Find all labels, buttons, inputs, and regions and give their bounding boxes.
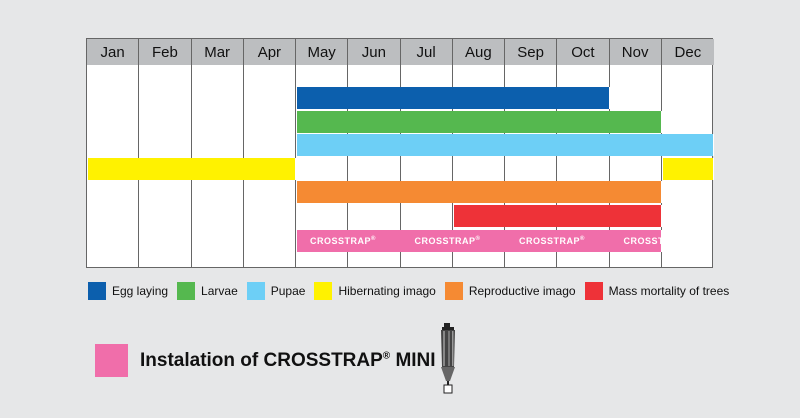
crosstrap-reg-mark: ® xyxy=(371,236,376,242)
crosstrap-label: CROSSTRAP® xyxy=(519,236,585,246)
installation-reg-mark: ® xyxy=(382,350,391,362)
legend-label: Pupae xyxy=(270,284,306,298)
installation-note: Instalation of CROSSTRAP® MINI xyxy=(95,344,436,377)
crosstrap-label: CROSSTRAP® xyxy=(415,236,481,246)
month-header-jul: Jul xyxy=(400,39,453,65)
crosstrap-label: CROSSTRAP® xyxy=(624,236,690,246)
legend-item: Reproductive imago xyxy=(444,282,576,300)
crosstrap-brand: CROSSTRAP xyxy=(623,236,685,246)
month-header-oct: Oct xyxy=(557,39,610,65)
installation-label: Instalation of CROSSTRAP® MINI xyxy=(140,350,436,372)
crosstrap-reg-mark: ® xyxy=(475,236,481,242)
month-header-sep: Sep xyxy=(505,39,558,65)
crosstrap-brand: CROSSTRAP xyxy=(519,236,581,246)
month-header-may: May xyxy=(296,39,349,65)
legend: Egg laying Larvae Pupae Hibernating imago Re… xyxy=(88,282,738,300)
month-header-dec: Dec xyxy=(661,39,714,65)
legend-swatch xyxy=(444,282,463,300)
legend-swatch xyxy=(88,282,106,300)
legend-item: Hibernating imago xyxy=(314,282,436,300)
legend-item: Pupae xyxy=(246,282,306,300)
legend-label: Reproductive imago xyxy=(468,284,576,298)
legend-item: Larvae xyxy=(177,282,238,300)
month-column xyxy=(348,65,401,267)
month-column xyxy=(505,65,558,267)
installation-prefix: Instalation of CROSSTRAP xyxy=(140,349,383,371)
bar-crosstrap xyxy=(296,230,662,252)
month-header-feb: Feb xyxy=(139,39,192,65)
legend-swatch xyxy=(246,282,265,300)
phenology-chart: Jan Feb Mar Apr May Jun Jul Aug Sep Oct Nov Dec CROS… xyxy=(86,38,714,268)
bar-egg xyxy=(296,87,610,109)
legend-label: Larvae xyxy=(201,284,238,298)
installation-suffix: MINI xyxy=(390,349,436,371)
legend-label: Mass mortality of trees xyxy=(608,284,730,298)
month-header-jun: Jun xyxy=(348,39,401,65)
month-header-nov: Nov xyxy=(609,39,662,65)
month-column xyxy=(610,65,662,267)
bar-hibernating xyxy=(661,157,714,180)
legend-item: Egg laying xyxy=(88,282,168,300)
legend-swatch xyxy=(177,282,196,300)
crosstrap-brand: CROSSTRAP xyxy=(310,236,372,246)
bar-larvae xyxy=(296,110,662,133)
bar-hibernating xyxy=(87,157,296,180)
month-column xyxy=(296,65,349,267)
installation-swatch xyxy=(95,344,128,377)
bar-pupae xyxy=(296,134,714,156)
month-header-aug: Aug xyxy=(452,39,505,65)
legend-swatch xyxy=(314,282,333,300)
crosstrap-reg-mark: ® xyxy=(580,236,585,242)
bar-reproductive xyxy=(296,181,662,203)
legend-item: Mass mortality of trees xyxy=(584,282,730,300)
bar-mortality xyxy=(452,204,662,227)
crosstrap-label: CROSSTRAP® xyxy=(310,236,376,246)
crosstrap-brand: CROSSTRAP xyxy=(414,236,476,246)
month-column xyxy=(557,65,610,267)
legend-label: Egg laying xyxy=(112,284,169,298)
month-header-apr: Apr xyxy=(243,39,296,65)
month-column xyxy=(401,65,453,267)
month-column xyxy=(453,65,505,267)
month-header-mar: Mar xyxy=(191,39,244,65)
month-header-jan: Jan xyxy=(87,39,140,65)
trap-icon xyxy=(441,323,455,394)
crosstrap-reg-mark: ® xyxy=(684,236,690,242)
legend-label: Hibernating imago xyxy=(338,284,436,298)
legend-swatch xyxy=(584,282,603,300)
